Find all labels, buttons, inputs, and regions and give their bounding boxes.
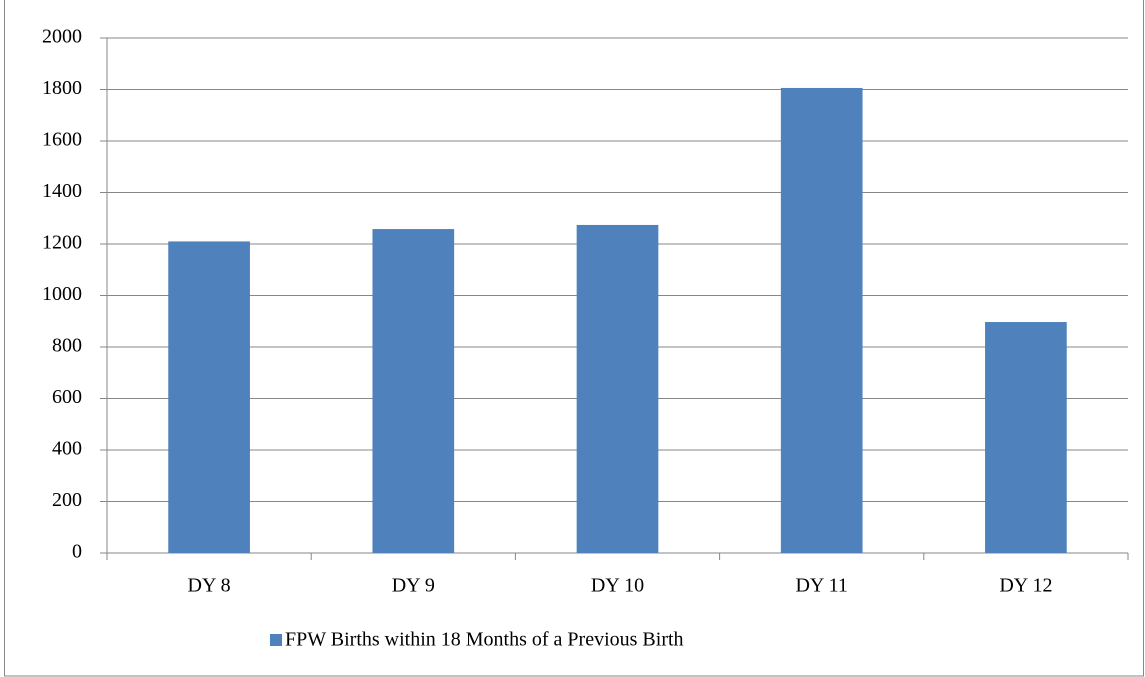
y-tick-label: 0	[72, 541, 82, 563]
x-tick-label: DY 9	[392, 575, 435, 597]
y-tick-label: 1400	[42, 180, 82, 202]
bar	[168, 241, 250, 554]
x-tick-label: DY 12	[999, 575, 1052, 597]
bar	[985, 322, 1067, 553]
legend-label: FPW Births within 18 Months of a Previou…	[285, 629, 684, 651]
bar	[576, 224, 659, 553]
y-tick-label: 1000	[42, 283, 82, 305]
y-tick-label: 1200	[42, 232, 82, 254]
bar	[780, 87, 863, 553]
x-tick-label: DY 8	[188, 575, 231, 597]
y-tick-label: 800	[52, 335, 82, 357]
x-tick-label: DY 11	[795, 575, 847, 597]
y-tick-label: 200	[52, 489, 82, 511]
y-tick-label: 600	[52, 386, 82, 408]
y-tick-label: 1600	[42, 129, 82, 151]
bar	[372, 229, 455, 553]
legend-swatch	[270, 634, 282, 646]
y-tick-label: 2000	[42, 26, 82, 48]
y-tick-label: 400	[52, 438, 82, 460]
y-tick-label: 1800	[42, 77, 82, 99]
chart-frame	[4, 0, 1144, 677]
x-tick-label: DY 10	[591, 575, 644, 597]
